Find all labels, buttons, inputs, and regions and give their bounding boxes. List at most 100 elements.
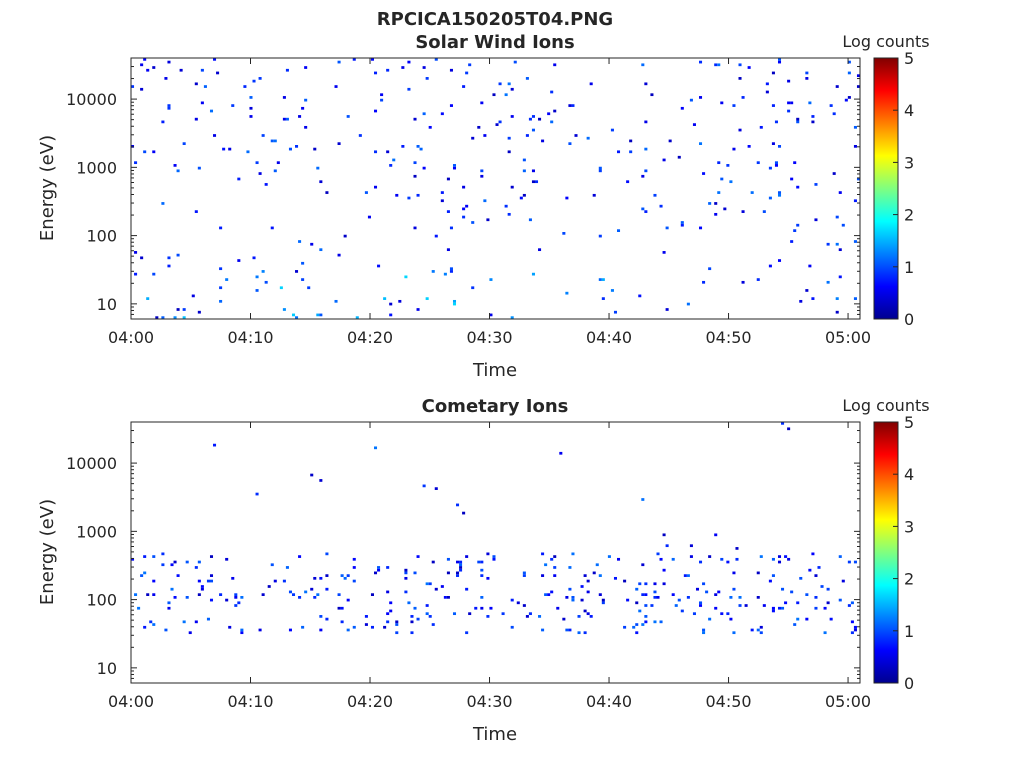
heatmap-cell xyxy=(507,150,511,154)
heatmap-cell xyxy=(370,593,374,596)
heatmap-cell xyxy=(440,585,444,588)
heatmap-cell xyxy=(310,473,314,477)
heatmap-cell xyxy=(273,169,277,173)
heatmap-cell xyxy=(550,590,554,594)
heatmap-cell xyxy=(653,596,657,599)
heatmap-cell xyxy=(422,112,426,116)
heatmap-cell xyxy=(134,251,138,254)
heatmap-cell xyxy=(626,598,630,602)
heatmap-cell xyxy=(714,202,718,205)
heatmap-cell xyxy=(140,256,144,260)
heatmap-cell xyxy=(553,574,557,577)
heatmap-cell xyxy=(641,207,645,211)
heatmap-cell xyxy=(562,617,566,621)
heatmap-cell xyxy=(209,574,214,577)
heatmap-cells xyxy=(131,58,860,319)
heatmap-cell xyxy=(161,563,165,567)
heatmap-cell xyxy=(182,142,186,145)
heatmap-cell xyxy=(656,552,660,556)
heatmap-cell xyxy=(389,164,393,167)
heatmap-cell xyxy=(759,631,763,635)
heatmap-cell xyxy=(416,555,420,558)
heatmap-cell xyxy=(592,571,596,575)
heatmap-cell xyxy=(787,79,791,83)
heatmap-cell xyxy=(319,628,323,632)
heatmap-cell xyxy=(820,585,824,588)
plot-frame xyxy=(130,57,861,320)
heatmap-cell xyxy=(735,557,739,561)
heatmap-cell xyxy=(395,193,399,197)
heatmap-cell xyxy=(395,620,399,624)
heatmap-cell xyxy=(346,628,350,632)
x-tick-label: 04:10 xyxy=(227,692,273,711)
heatmap-cell xyxy=(525,615,529,618)
heatmap-cell xyxy=(255,492,259,496)
heatmap-cell xyxy=(161,316,165,319)
heatmap-cell xyxy=(176,574,180,577)
heatmap-cell xyxy=(325,191,329,194)
heatmap-cell xyxy=(407,196,411,200)
heatmap-cell xyxy=(261,270,265,273)
heatmap-cell xyxy=(598,278,602,281)
heatmap-cell xyxy=(541,574,545,577)
heatmap-cell xyxy=(334,299,338,303)
heatmap-cell xyxy=(255,275,259,279)
heatmap-cell xyxy=(200,587,204,591)
heatmap-cell xyxy=(513,60,517,64)
heatmap-cell xyxy=(295,316,299,319)
heatmap-cell xyxy=(720,557,724,561)
heatmap-cell xyxy=(726,612,730,616)
heatmap-cell xyxy=(134,272,138,276)
heatmap-cell xyxy=(480,560,484,564)
panel-title: Cometary Ions xyxy=(422,396,569,417)
heatmap-cell xyxy=(310,587,314,591)
heatmap-cell xyxy=(380,93,384,97)
heatmap-cell xyxy=(456,503,460,507)
heatmap-cell xyxy=(601,598,605,602)
colorbar-tick-label: 4 xyxy=(904,465,914,484)
heatmap-cell xyxy=(528,612,532,616)
heatmap-cell xyxy=(541,139,545,143)
heatmap-cell xyxy=(774,164,778,167)
heatmap-cell xyxy=(665,308,669,311)
heatmap-cell xyxy=(477,125,481,129)
heatmap-cell xyxy=(774,120,778,124)
panel-title: Solar Wind Ions xyxy=(415,32,574,53)
heatmap-cell xyxy=(708,555,712,558)
heatmap-cell xyxy=(641,593,645,596)
heatmap-cell xyxy=(598,234,602,238)
y-ticks: 10 100 1000 10000 xyxy=(66,57,860,320)
heatmap-cell xyxy=(413,117,417,121)
heatmap-cell xyxy=(407,60,411,64)
heatmap-cell xyxy=(699,142,703,145)
heatmap-cell xyxy=(565,291,569,295)
heatmap-cell xyxy=(726,560,730,564)
heatmap-cell xyxy=(304,125,308,129)
heatmap-cell xyxy=(316,166,320,170)
heatmap-cell xyxy=(425,297,429,300)
heatmap-cell xyxy=(571,104,575,107)
heatmap-cell xyxy=(796,223,800,227)
heatmap-cell xyxy=(756,596,760,599)
heatmap-cell xyxy=(826,242,830,246)
heatmap-cell xyxy=(346,115,350,118)
heatmap-cell xyxy=(635,631,639,635)
heatmap-cell xyxy=(213,443,217,447)
heatmap-cell xyxy=(777,560,782,564)
heatmap-cell xyxy=(844,98,848,102)
heatmap-cell xyxy=(784,601,788,605)
heatmap-cell xyxy=(522,571,526,575)
heatmap-cell xyxy=(167,606,171,610)
heatmap-cell xyxy=(613,576,617,580)
heatmap-cell xyxy=(343,234,347,238)
heatmap-cell xyxy=(541,552,545,556)
heatmap-cell xyxy=(617,557,621,561)
heatmap-cell xyxy=(386,68,390,72)
heatmap-cell xyxy=(853,199,857,203)
heatmap-cell xyxy=(285,68,289,72)
heatmap-cell xyxy=(601,278,605,281)
heatmap-cell xyxy=(404,576,408,580)
heatmap-cell xyxy=(194,620,198,624)
heatmap-cell xyxy=(270,563,274,567)
heatmap-cell xyxy=(811,120,815,124)
